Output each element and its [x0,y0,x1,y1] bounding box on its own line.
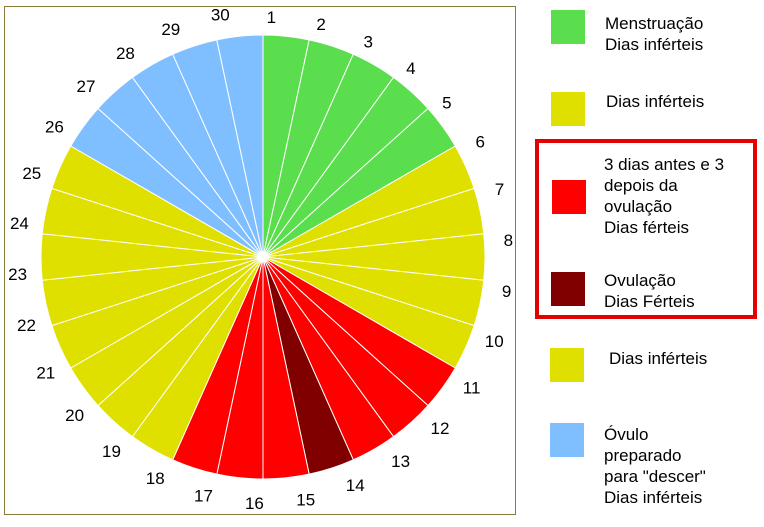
day-label-18: 18 [146,469,165,488]
day-label-21: 21 [36,364,55,383]
day-label-27: 27 [77,77,96,96]
day-label-3: 3 [363,32,372,51]
day-label-30: 30 [211,6,230,25]
day-label-10: 10 [485,332,504,351]
day-label-26: 26 [45,118,64,137]
day-label-15: 15 [296,490,315,509]
day-label-9: 9 [502,282,511,301]
day-label-17: 17 [194,487,213,506]
day-label-14: 14 [346,476,365,495]
day-label-24: 24 [10,214,29,233]
day-label-7: 7 [495,180,504,199]
day-label-13: 13 [391,452,410,471]
day-label-8: 8 [504,231,513,250]
day-label-16: 16 [245,494,264,513]
day-label-29: 29 [161,20,180,39]
day-label-4: 4 [406,59,415,78]
chart-frame [4,6,516,515]
pie-slice-day-30 [216,34,264,258]
day-label-11: 11 [463,378,481,397]
day-label-22: 22 [17,316,36,335]
day-label-25: 25 [22,164,41,183]
day-label-5: 5 [442,94,451,113]
day-label-1: 1 [267,8,276,27]
day-label-6: 6 [475,133,484,152]
day-label-19: 19 [102,442,121,461]
day-label-12: 12 [431,419,450,438]
day-label-2: 2 [316,15,325,34]
day-label-23: 23 [8,265,27,284]
day-label-28: 28 [116,44,135,63]
day-label-20: 20 [65,406,84,425]
